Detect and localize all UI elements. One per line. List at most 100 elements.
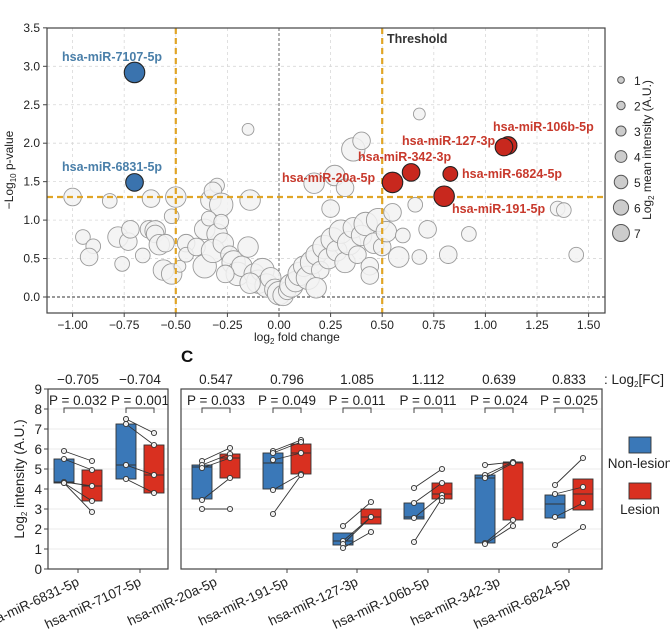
volcano-ylabel-text: −Log10 p-value — [2, 130, 18, 209]
boxplot-x-tick-label: hsa-miR-6831-5p — [0, 574, 81, 632]
paired-line — [413, 468, 443, 489]
lesion-point — [226, 444, 234, 452]
lesion-point — [297, 449, 305, 457]
volcano-point — [352, 131, 371, 151]
volcano-x-tick-label: 0.25 — [319, 318, 343, 332]
legend-label: Non-lesion — [608, 456, 670, 471]
size-legend-circle — [613, 174, 629, 190]
boxplot-frames — [47, 388, 603, 570]
significance-bracket — [201, 407, 231, 413]
paired-line — [554, 457, 584, 486]
highlight-point-hsa-miR-6831-5p — [125, 173, 144, 192]
highlight-label: hsa-miR-106b-5p — [493, 120, 594, 134]
volcano-point — [413, 107, 426, 121]
lesion-box — [143, 444, 165, 494]
non-lesion-point — [269, 510, 277, 518]
lesion-point — [297, 438, 305, 446]
significance-bracket — [272, 407, 302, 413]
non-lesion-point — [122, 461, 130, 469]
p-value-label: P = 0.032 — [49, 393, 107, 408]
paired-line — [272, 439, 302, 452]
size-legend-circle — [616, 100, 626, 111]
highlight-label: hsa-miR-20a-5p — [282, 171, 375, 185]
p-value-label: P = 0.049 — [258, 393, 316, 408]
non-lesion-point — [122, 475, 130, 483]
paired-line — [63, 481, 93, 487]
volcano-x-tick-label: 0.75 — [422, 318, 446, 332]
p-value-label: P = 0.024 — [470, 393, 528, 408]
non-lesion-point — [122, 415, 130, 423]
size-legend-label: 3 — [634, 125, 641, 139]
log2fc-label: 1.085 — [340, 372, 374, 387]
volcano-x-ticks: −1.00 −0.75 −0.50 −0.25 0.00 0.25 0.50 0.75 1.00… — [57, 313, 601, 332]
volcano-y-tick-label: 1.0 — [23, 213, 40, 227]
non-lesion-point — [481, 461, 489, 469]
paired-line — [63, 482, 93, 513]
volcano-y-tick-label: 2.0 — [23, 136, 40, 150]
non-lesion-point — [198, 496, 206, 504]
volcano-x-tick-label: 0.50 — [371, 318, 395, 332]
size-legend-label: 5 — [634, 176, 641, 190]
lesion-point — [367, 513, 375, 521]
paired-line — [484, 462, 514, 479]
log2fc-label: −0.704 — [119, 372, 161, 387]
paired-line — [554, 502, 584, 518]
volcano-point — [101, 193, 118, 209]
volcano-point — [411, 249, 428, 265]
p-value-label: P = 0.011 — [329, 393, 386, 408]
lesion-point — [579, 499, 587, 507]
volcano-point — [418, 220, 437, 239]
non-lesion-point — [339, 522, 347, 530]
volcano-point — [395, 227, 411, 244]
highlight-label: hsa-miR-342-3p — [358, 150, 451, 164]
size-legend-label: 2 — [634, 100, 641, 114]
log2fc-label: 0.796 — [270, 372, 304, 387]
paired-line — [125, 423, 155, 446]
non-lesion-point — [481, 540, 489, 548]
lesion-point — [367, 528, 375, 536]
volcano-point — [79, 247, 99, 267]
volcano-point — [134, 247, 151, 264]
non-lesion-point — [551, 513, 559, 521]
highlight-point-hsa-miR-7107-5p — [123, 61, 146, 84]
paired-line — [272, 452, 302, 461]
volcano-threshold-label: Threshold — [387, 32, 447, 46]
non-lesion-point — [410, 499, 418, 507]
volcano-point — [303, 172, 325, 194]
volcano-x-tick-label: −1.00 — [57, 318, 88, 332]
lesion-point — [226, 505, 234, 513]
p-value-label: P = 0.033 — [187, 393, 245, 408]
volcano-highlighted-points: hsa-miR-7107-5p hsa-miR-6831-5p hsa-miR-10… — [62, 50, 594, 216]
highlight-point-hsa-miR-6824-5p — [442, 166, 459, 182]
volcano-point — [388, 246, 410, 268]
log2fc-label: 0.833 — [552, 372, 586, 387]
significance-bracket — [554, 407, 584, 413]
paired-line — [484, 525, 514, 545]
paired-line — [554, 526, 584, 546]
non-lesion-point — [60, 447, 68, 455]
fc-suffix-text: : Log2[FC] — [604, 372, 664, 389]
lesion-point — [579, 483, 587, 491]
paired-line — [342, 501, 372, 527]
volcano-point — [335, 178, 355, 198]
non-lesion-point — [410, 538, 418, 546]
non-lesion-point — [410, 484, 418, 492]
paired-line — [554, 486, 584, 495]
paired-line — [272, 474, 302, 515]
lesion-point — [150, 441, 158, 449]
volcano-x-tick-label: −0.25 — [212, 318, 243, 332]
boxplot-y-tick-label: 9 — [34, 382, 42, 397]
lesion-point — [438, 497, 446, 505]
non-lesion-point — [198, 464, 206, 472]
volcano-y-tick-label: 0.0 — [23, 290, 40, 304]
p-value-label: P = 0.011 — [400, 393, 457, 408]
volcano-point — [165, 186, 187, 208]
lesion-point — [226, 454, 234, 462]
volcano-point — [141, 189, 161, 208]
boxplot-panel-frame — [180, 388, 603, 570]
non-lesion-point — [551, 541, 559, 549]
lesion-point — [150, 471, 158, 479]
size-legend-label: 1 — [634, 74, 641, 88]
paired-line — [413, 494, 443, 519]
